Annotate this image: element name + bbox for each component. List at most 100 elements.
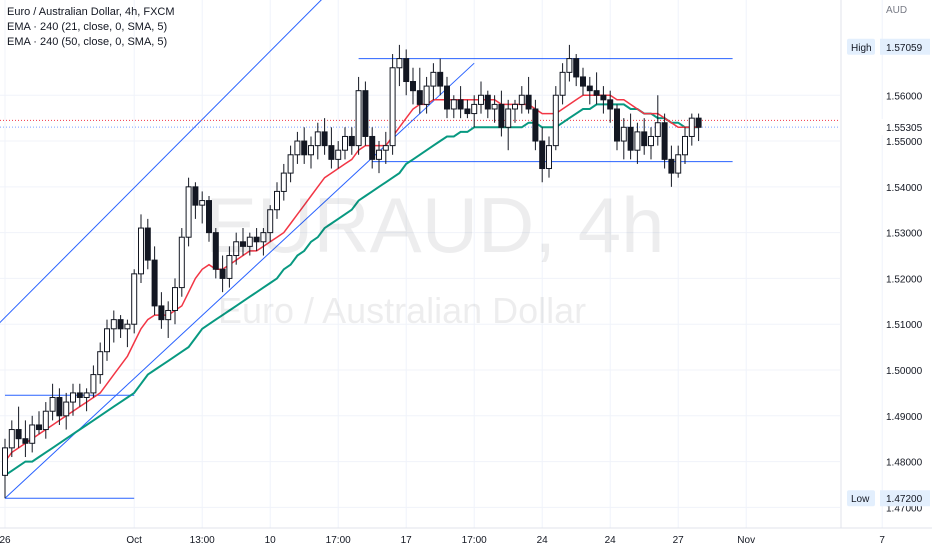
candle-body bbox=[410, 81, 416, 92]
legend-ema-21[interactable]: EMA · 240 (21, close, 0, SMA, 5) bbox=[7, 21, 168, 33]
candle-body bbox=[138, 227, 144, 275]
candle-body bbox=[8, 429, 15, 449]
price-tick-label: 1.51000 bbox=[886, 320, 923, 331]
candle-body bbox=[580, 76, 586, 87]
time-tick-label: 24 bbox=[537, 535, 549, 546]
candle-body bbox=[212, 232, 219, 270]
candle-body bbox=[403, 58, 410, 83]
watermark-subtitle: Euro / Australian Dollar bbox=[218, 290, 587, 331]
candle-body bbox=[294, 140, 301, 156]
time-tick-label: 24 bbox=[605, 535, 617, 546]
candle-body bbox=[144, 227, 151, 261]
legend-ema-50[interactable]: EMA · 240 (50, close, 0, SMA, 5) bbox=[7, 36, 168, 48]
price-tick-label: 1.48000 bbox=[886, 458, 923, 469]
time-tick-label: 17:00 bbox=[326, 535, 351, 546]
time-tick-label: 10 bbox=[265, 535, 277, 546]
candle-body bbox=[484, 94, 491, 110]
candle-body bbox=[396, 58, 403, 69]
candle-body bbox=[192, 186, 199, 206]
candle-body bbox=[444, 85, 450, 110]
price-tick-label: 1.54000 bbox=[886, 183, 923, 194]
candle-body bbox=[437, 71, 444, 87]
candle-body bbox=[308, 145, 314, 156]
watermark-title: EURAUD, 4h bbox=[205, 181, 665, 269]
candle-body bbox=[22, 438, 29, 444]
candle-body bbox=[328, 145, 335, 160]
time-tick-label: 13:00 bbox=[190, 535, 215, 546]
candle-body bbox=[518, 94, 525, 105]
candle-body bbox=[42, 410, 49, 431]
candle-body bbox=[158, 305, 165, 321]
candle-body bbox=[280, 172, 287, 192]
candle-body bbox=[682, 135, 688, 156]
candle-body bbox=[2, 447, 8, 476]
time-tick-label: 27 bbox=[673, 535, 685, 546]
candle-body bbox=[124, 323, 131, 330]
candle-body bbox=[471, 103, 478, 115]
candle-body bbox=[83, 392, 90, 398]
candle-body bbox=[90, 374, 97, 394]
high-price-value-bg bbox=[880, 38, 930, 55]
candle-body bbox=[348, 135, 355, 147]
candle-body bbox=[260, 232, 267, 243]
candle-body bbox=[668, 158, 675, 174]
price-tick-label: 1.47000 bbox=[886, 503, 923, 514]
time-axis[interactable]: 26 Oct 13:00 10 17:00 17 17:00 24 24 27 Nov 7 bbox=[0, 527, 932, 546]
low-price-value-bg bbox=[880, 490, 930, 507]
candle-body bbox=[362, 90, 369, 137]
candle-body bbox=[178, 236, 185, 289]
candle-body bbox=[355, 90, 362, 147]
candle-body bbox=[219, 268, 226, 279]
candle-body bbox=[389, 67, 396, 147]
candle-body bbox=[498, 103, 505, 128]
candle-body bbox=[546, 145, 552, 170]
candle-body bbox=[627, 126, 634, 151]
candle-body bbox=[369, 135, 376, 160]
price-axis[interactable]: 1.47000 1.48000 1.49000 1.50000 1.51000 1.520… bbox=[840, 0, 930, 528]
high-price-tag-bg bbox=[847, 38, 875, 55]
candle-body bbox=[457, 99, 464, 110]
upper-channel-line bbox=[0, 0, 322, 324]
candle-body bbox=[131, 273, 138, 325]
candle-body bbox=[301, 140, 308, 156]
candle-body bbox=[287, 154, 294, 174]
candle-body bbox=[491, 103, 498, 110]
candle-body bbox=[117, 319, 124, 330]
time-tick-label: 17 bbox=[401, 535, 413, 546]
candle-body bbox=[240, 241, 246, 247]
candle-body bbox=[253, 236, 260, 243]
candle-body bbox=[559, 71, 566, 96]
candle-body bbox=[321, 131, 328, 147]
candle-body bbox=[512, 103, 518, 110]
candle-body bbox=[233, 241, 240, 257]
candle-body bbox=[478, 94, 484, 105]
time-tick-label: 7 bbox=[879, 535, 885, 546]
candle-body bbox=[573, 58, 580, 78]
legend-symbol[interactable]: Euro / Australian Dollar, 4h, FXCM bbox=[7, 6, 175, 18]
candle-body bbox=[335, 149, 342, 160]
candle-body bbox=[641, 131, 648, 147]
low-price-tag: Low bbox=[851, 494, 870, 505]
candle-body bbox=[15, 429, 22, 440]
price-tick-label: 1.52000 bbox=[886, 274, 923, 285]
candle-body bbox=[206, 200, 212, 234]
candle-body bbox=[29, 424, 36, 444]
candle-body bbox=[165, 309, 172, 321]
candle-body bbox=[620, 126, 627, 142]
candle-body bbox=[675, 154, 682, 174]
candle-body bbox=[104, 328, 110, 353]
chart-legend: Euro / Australian Dollar, 4h, FXCM EMA ·… bbox=[7, 5, 175, 50]
candle-body bbox=[532, 108, 539, 142]
candle-body bbox=[566, 58, 573, 73]
candle-body bbox=[151, 259, 158, 307]
candle-body bbox=[314, 131, 321, 147]
candle-body bbox=[430, 71, 437, 87]
low-price-tag-bg bbox=[847, 490, 875, 507]
time-tick-label: Nov bbox=[737, 535, 755, 546]
candle-body bbox=[63, 401, 70, 417]
price-tick-label: 1.55000 bbox=[886, 137, 923, 148]
ema-50-line bbox=[4, 103, 699, 477]
candle-body bbox=[552, 94, 559, 147]
price-tick-label: 1.50000 bbox=[886, 366, 923, 377]
